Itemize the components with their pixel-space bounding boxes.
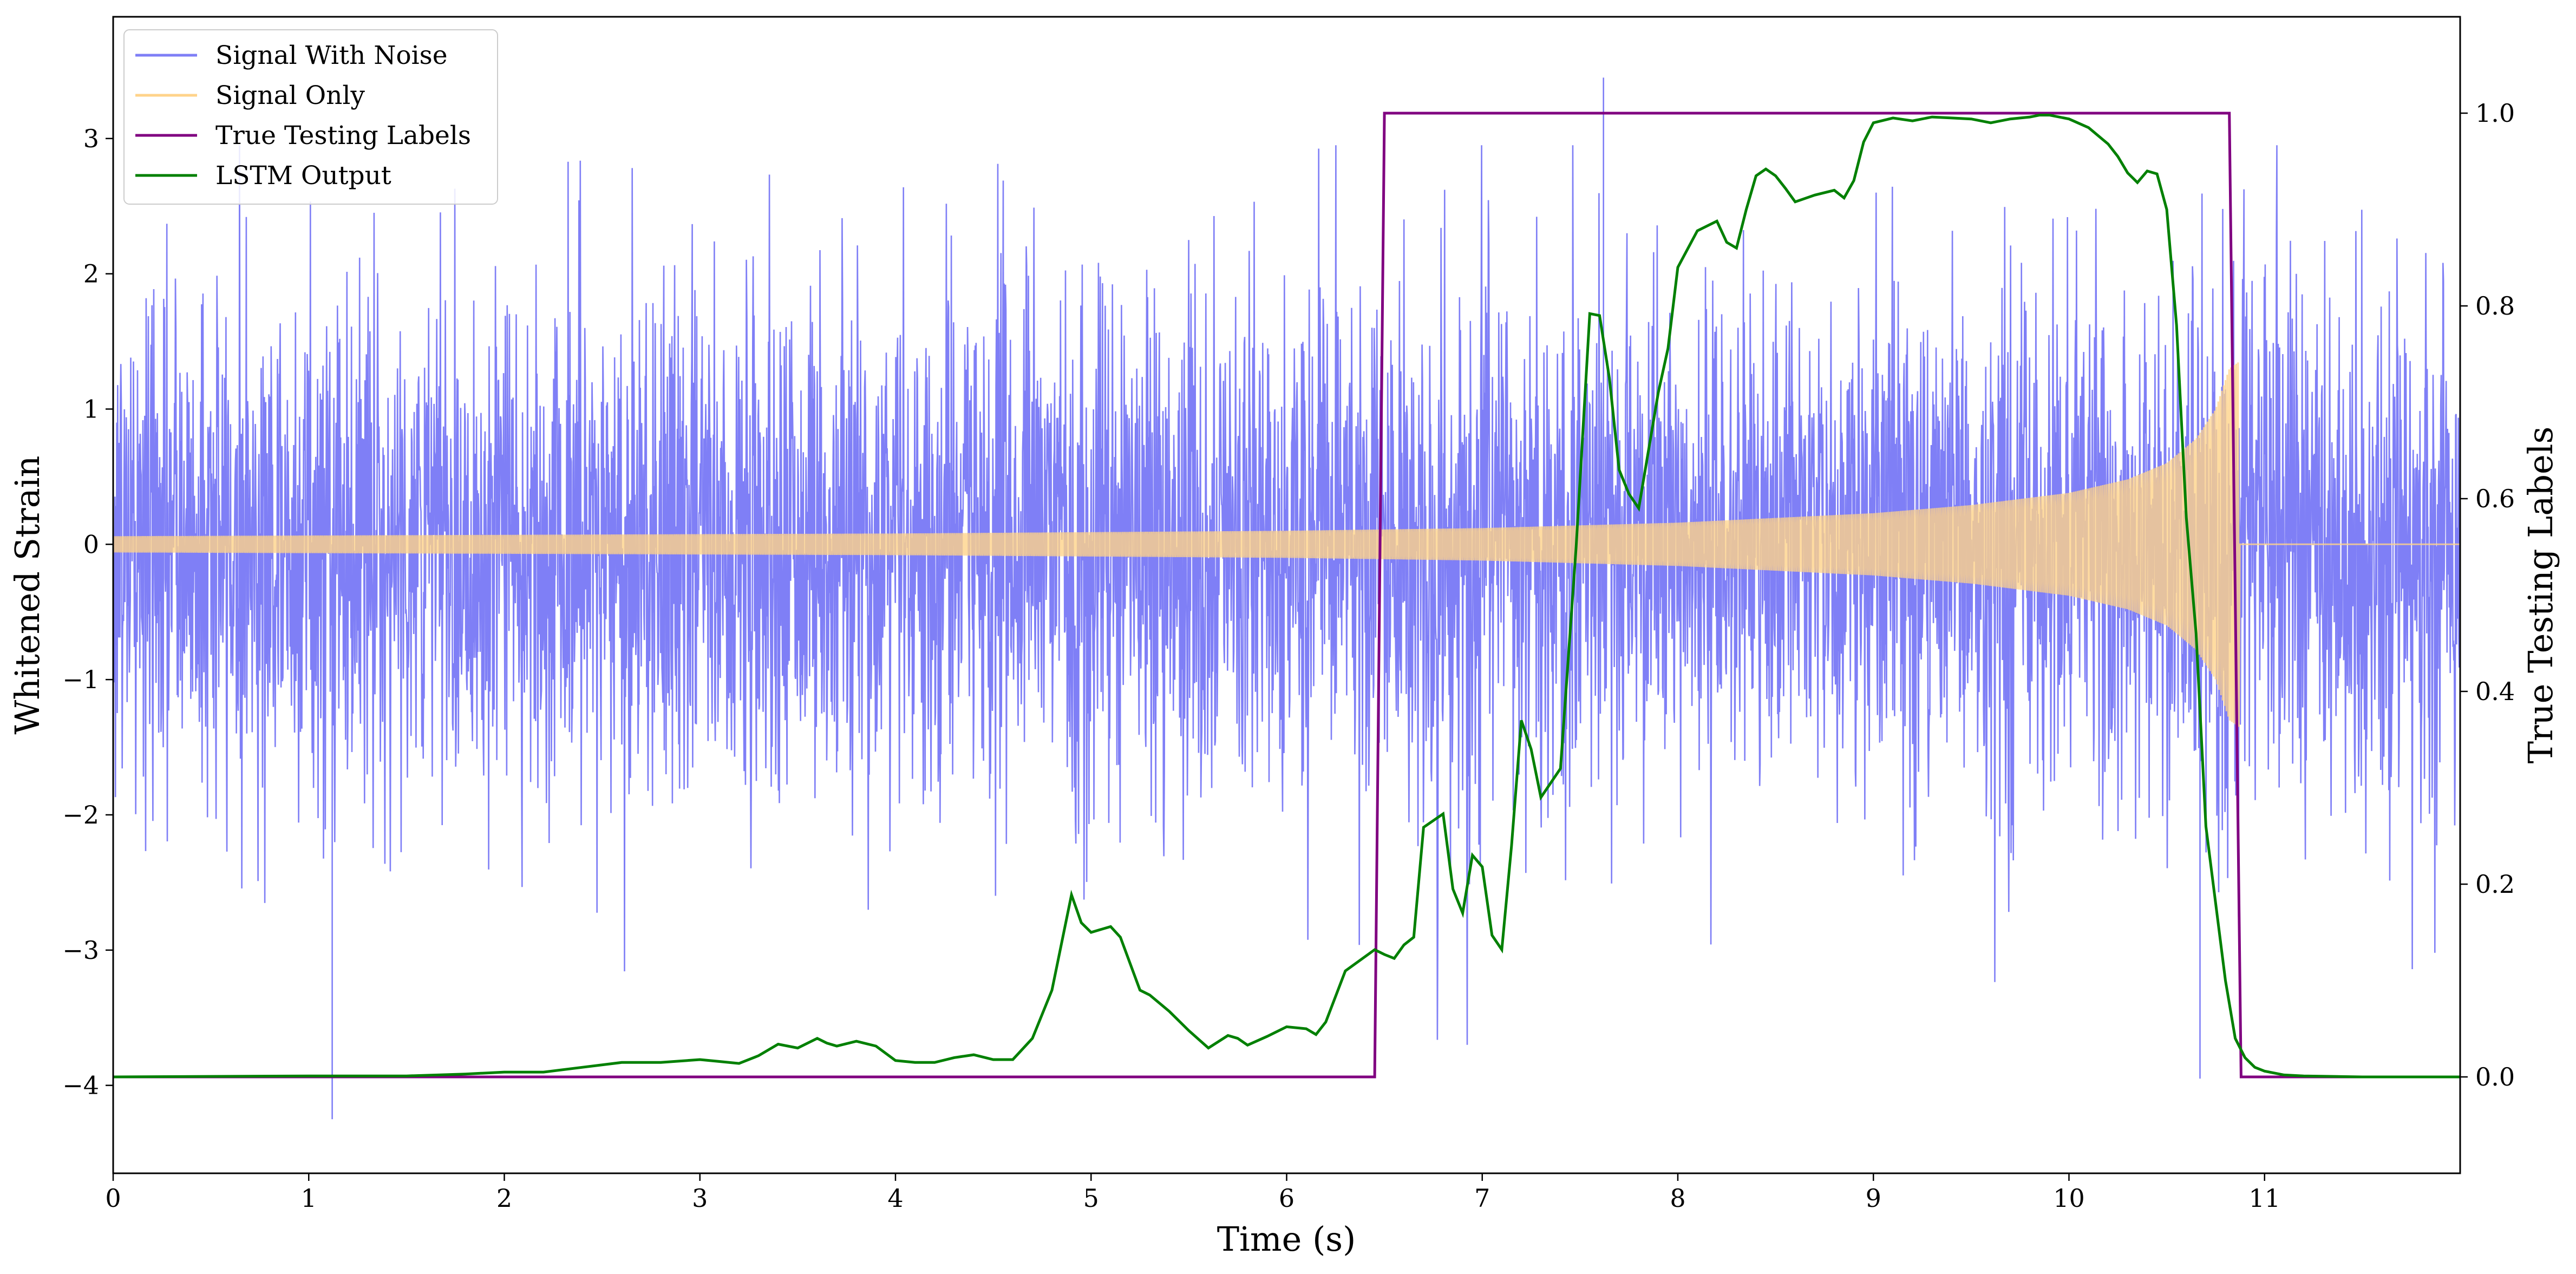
- y-axis-left: −4 −3 −2 −1 0 1 2 3: [62, 124, 113, 1100]
- y-axis-title: Whitened Strain: [8, 456, 47, 735]
- x-tick-label-7: 7: [1474, 1184, 1490, 1213]
- y-tick-label-5: 1: [83, 394, 99, 423]
- y2-axis-title: True Testing Labels: [2521, 427, 2560, 764]
- y2-tick-label-1: 0.2: [2475, 870, 2515, 899]
- y2-tick-label-3: 0.6: [2475, 484, 2515, 513]
- series-signal-with-noise: [113, 77, 2460, 1120]
- y-axis-right: 0.0 0.2 0.4 0.6 0.8 1.0: [2460, 99, 2515, 1092]
- legend: Signal With Noise Signal Only True Testing…: [123, 29, 498, 205]
- y-tick-label-1: −3: [62, 936, 99, 965]
- y-tick-label-7: 3: [83, 124, 99, 153]
- y-tick-label-4: 0: [83, 530, 99, 559]
- x-tick-label-9: 9: [1866, 1184, 1881, 1213]
- y-tick-label-6: 2: [83, 259, 99, 289]
- y2-tick-label-0: 0.0: [2475, 1062, 2515, 1092]
- y2-tick-label-2: 0.4: [2475, 677, 2515, 706]
- x-axis: 0 1 2 3 4 5 6 7 8 9 10 11: [105, 1173, 2280, 1213]
- x-tick-label-2: 2: [496, 1184, 512, 1213]
- x-tick-label-6: 6: [1279, 1184, 1294, 1213]
- legend-label-2: True Testing Labels: [215, 121, 471, 151]
- x-tick-label-5: 5: [1083, 1184, 1099, 1213]
- y-tick-label-3: −1: [62, 665, 99, 694]
- series-true-testing-labels: [113, 112, 2460, 1079]
- legend-label-0: Signal With Noise: [215, 41, 448, 70]
- x-tick-label-8: 8: [1670, 1184, 1685, 1213]
- x-tick-label-4: 4: [887, 1184, 903, 1213]
- legend-box: [123, 29, 498, 205]
- y-tick-label-0: −4: [62, 1071, 99, 1100]
- x-axis-title: Time (s): [1217, 1219, 1356, 1259]
- x-tick-label-0: 0: [105, 1184, 121, 1213]
- legend-label-1: Signal Only: [215, 81, 365, 110]
- x-tick-label-10: 10: [2053, 1184, 2085, 1213]
- series-signal-only: [113, 362, 2460, 727]
- y-tick-label-2: −2: [62, 800, 99, 829]
- x-tick-label-1: 1: [301, 1184, 317, 1213]
- x-tick-label-11: 11: [2248, 1184, 2280, 1213]
- series-lstm-output: [113, 114, 2460, 1079]
- y2-tick-label-4: 0.8: [2475, 291, 2515, 321]
- y2-tick-label-5: 1.0: [2475, 99, 2515, 128]
- x-tick-label-3: 3: [692, 1184, 708, 1213]
- legend-label-3: LSTM Output: [215, 161, 391, 191]
